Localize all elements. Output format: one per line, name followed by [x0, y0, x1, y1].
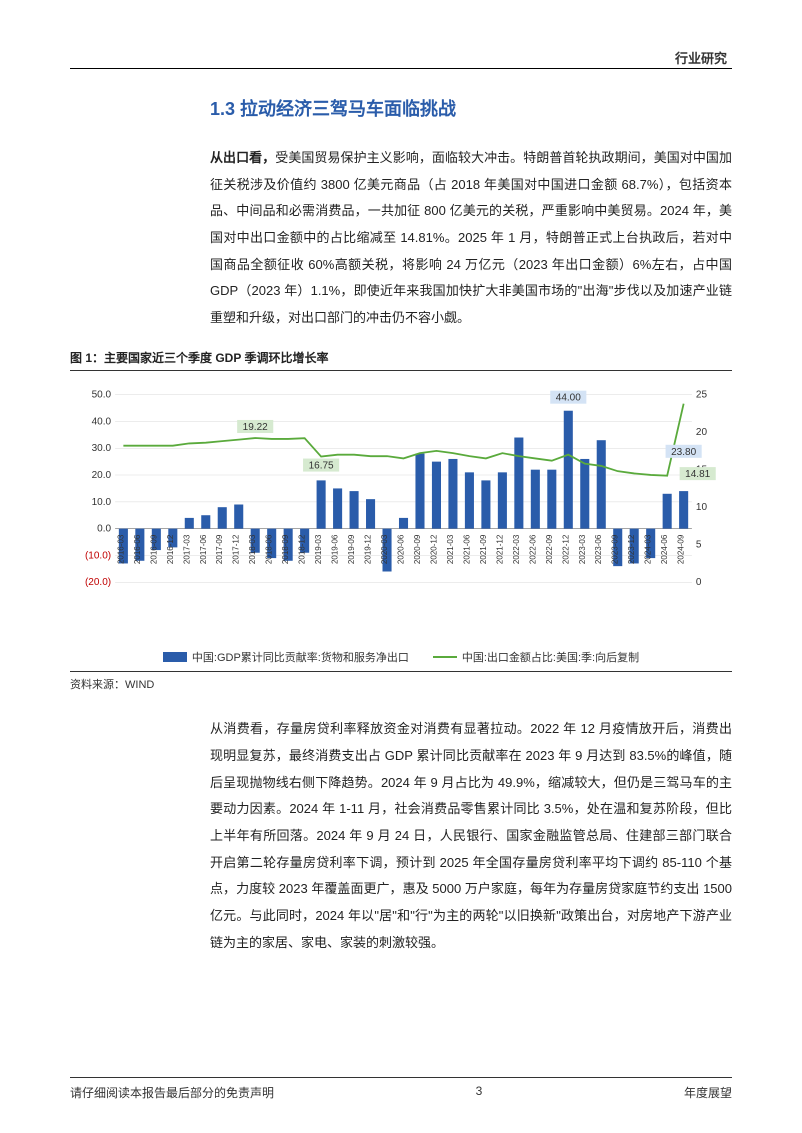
- section-title: 1.3 拉动经济三驾马车面临挑战: [210, 95, 732, 121]
- para2-lead: 从消费看，存量房贷利率释放资金对消费有显著拉动。: [210, 721, 530, 736]
- svg-text:0.0: 0.0: [97, 524, 111, 535]
- page-footer: 请仔细阅读本报告最后部分的免责声明 3 年度展望: [70, 1084, 732, 1101]
- svg-text:44.00: 44.00: [556, 393, 581, 404]
- svg-text:2024-06: 2024-06: [660, 535, 669, 565]
- svg-text:25: 25: [696, 390, 708, 401]
- svg-text:2024-03: 2024-03: [644, 535, 653, 565]
- svg-text:2024-09: 2024-09: [677, 535, 686, 565]
- svg-text:2019-12: 2019-12: [364, 535, 373, 565]
- svg-text:2022-12: 2022-12: [561, 535, 570, 565]
- svg-text:50.0: 50.0: [92, 390, 112, 401]
- svg-text:2020-09: 2020-09: [413, 535, 422, 565]
- para2-body: 2022 年 12 月疫情放开后，消费出现明显复苏，最终消费支出占 GDP 累计…: [210, 721, 732, 949]
- svg-text:2017-09: 2017-09: [215, 535, 224, 565]
- svg-text:2023-03: 2023-03: [578, 535, 587, 565]
- svg-text:5: 5: [696, 540, 702, 551]
- section-heading: 拉动经济三驾马车面临挑战: [240, 99, 456, 119]
- legend-swatch-bar: [163, 652, 187, 662]
- footer-disclaimer: 请仔细阅读本报告最后部分的免责声明: [70, 1084, 274, 1101]
- svg-text:(20.0): (20.0): [85, 578, 111, 589]
- footer-report-type: 年度展望: [684, 1084, 732, 1101]
- svg-text:2016-12: 2016-12: [166, 535, 175, 565]
- header-category: 行业研究: [675, 48, 727, 67]
- header-rule: [70, 68, 732, 69]
- svg-text:0: 0: [696, 578, 702, 589]
- svg-text:2018-03: 2018-03: [248, 535, 257, 565]
- svg-text:2017-03: 2017-03: [182, 535, 191, 565]
- svg-text:30.0: 30.0: [92, 444, 112, 455]
- svg-text:2021-12: 2021-12: [495, 535, 504, 565]
- svg-text:2021-06: 2021-06: [462, 535, 471, 565]
- svg-text:2023-09: 2023-09: [611, 535, 620, 565]
- legend-label-bar: 中国:GDP累计同比贡献率:货物和服务净出口: [192, 649, 409, 665]
- figure-title: 图 1：主要国家近三个季度 GDP 季调环比增长率: [70, 349, 732, 366]
- para1-lead: 从出口看，: [210, 150, 275, 165]
- footer-page-number: 3: [476, 1084, 483, 1101]
- paragraph-consumption: 从消费看，存量房贷利率释放资金对消费有显著拉动。2022 年 12 月疫情放开后…: [210, 716, 732, 956]
- svg-text:14.81: 14.81: [685, 470, 710, 481]
- svg-text:2020-06: 2020-06: [397, 535, 406, 565]
- svg-text:2016-06: 2016-06: [133, 535, 142, 565]
- legend-label-line: 中国:出口金额占比:美国:季:向后复制: [462, 649, 639, 665]
- footer-rule: [70, 1077, 732, 1078]
- paragraph-export: 从出口看，受美国贸易保护主义影响，面临较大冲击。特朗普首轮执政期间，美国对中国加…: [210, 145, 732, 331]
- svg-text:2023-12: 2023-12: [627, 535, 636, 565]
- chart-legend: 中国:GDP累计同比贡献率:货物和服务净出口 中国:出口金额占比:美国:季:向后…: [70, 649, 732, 665]
- svg-text:2020-03: 2020-03: [380, 535, 389, 565]
- svg-text:2022-06: 2022-06: [528, 535, 537, 565]
- svg-text:2018-09: 2018-09: [281, 535, 290, 565]
- svg-text:2021-09: 2021-09: [479, 535, 488, 565]
- svg-text:2020-12: 2020-12: [429, 535, 438, 565]
- legend-item-line: 中国:出口金额占比:美国:季:向后复制: [433, 649, 639, 665]
- svg-text:2019-09: 2019-09: [347, 535, 356, 565]
- svg-text:2018-12: 2018-12: [298, 535, 307, 565]
- svg-text:2022-09: 2022-09: [545, 535, 554, 565]
- svg-text:10.0: 10.0: [92, 497, 112, 508]
- svg-text:40.0: 40.0: [92, 417, 112, 428]
- svg-text:19.22: 19.22: [243, 422, 268, 433]
- figure-source: 资料来源：WIND: [70, 676, 732, 692]
- svg-text:2021-03: 2021-03: [446, 535, 455, 565]
- svg-text:23.80: 23.80: [671, 447, 696, 458]
- section-number: 1.3: [210, 99, 235, 119]
- legend-item-bar: 中国:GDP累计同比贡献率:货物和服务净出口: [163, 649, 409, 665]
- svg-text:2022-03: 2022-03: [512, 535, 521, 565]
- svg-text:20: 20: [696, 428, 708, 439]
- svg-text:2023-06: 2023-06: [594, 535, 603, 565]
- svg-text:2019-06: 2019-06: [331, 535, 340, 565]
- chart-svg: (20.0) (10.0) 0.0 10.0 20.0 30.0 40.0 50.0 0 5 10 1…: [70, 377, 732, 647]
- svg-text:16.75: 16.75: [309, 461, 334, 472]
- svg-text:2018-06: 2018-06: [265, 535, 274, 565]
- para1-body: 受美国贸易保护主义影响，面临较大冲击。特朗普首轮执政期间，美国对中国加征关税涉及…: [210, 150, 732, 325]
- svg-text:2016-09: 2016-09: [149, 535, 158, 565]
- svg-text:(10.0): (10.0): [85, 551, 111, 562]
- svg-text:10: 10: [696, 503, 708, 514]
- svg-text:2016-03: 2016-03: [116, 535, 125, 565]
- figure-1-chart: (20.0) (10.0) 0.0 10.0 20.0 30.0 40.0 50.0 0 5 10 1…: [70, 370, 732, 672]
- svg-text:20.0: 20.0: [92, 471, 112, 482]
- legend-swatch-line: [433, 656, 457, 658]
- svg-text:2019-03: 2019-03: [314, 535, 323, 565]
- svg-text:2017-06: 2017-06: [199, 535, 208, 565]
- svg-text:2017-12: 2017-12: [232, 535, 241, 565]
